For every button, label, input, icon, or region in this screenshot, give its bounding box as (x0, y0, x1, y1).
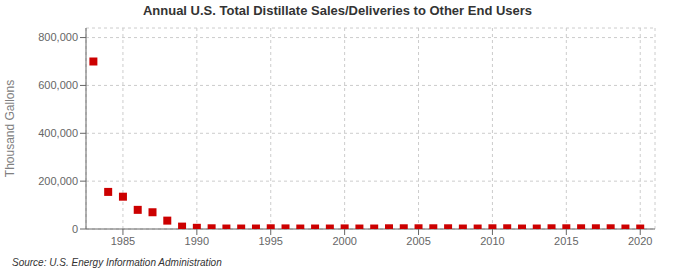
svg-text:2015: 2015 (554, 235, 578, 247)
svg-text:1985: 1985 (111, 235, 135, 247)
svg-text:200,000: 200,000 (38, 175, 78, 187)
svg-text:2005: 2005 (406, 235, 430, 247)
svg-text:400,000: 400,000 (38, 127, 78, 139)
html-text:Source: U.S. Energy Informatio: Source: U.S. Energy Information Administ… (12, 257, 222, 268)
svg-text:1990: 1990 (185, 235, 209, 247)
svg-text:800,000: 800,000 (38, 31, 78, 43)
svg-text:0: 0 (72, 223, 78, 235)
svg-text:Thousand Gallons: Thousand Gallons (8, 80, 17, 177)
html-text:Annual U.S. Total Distillate S: Annual U.S. Total Distillate Sales/Deliv… (142, 3, 533, 18)
svg-text:2020: 2020 (628, 235, 652, 247)
svg-text:600,000: 600,000 (38, 79, 78, 91)
svg-text:1995: 1995 (258, 235, 282, 247)
svg-text:2010: 2010 (480, 235, 504, 247)
svg-text:2000: 2000 (332, 235, 356, 247)
